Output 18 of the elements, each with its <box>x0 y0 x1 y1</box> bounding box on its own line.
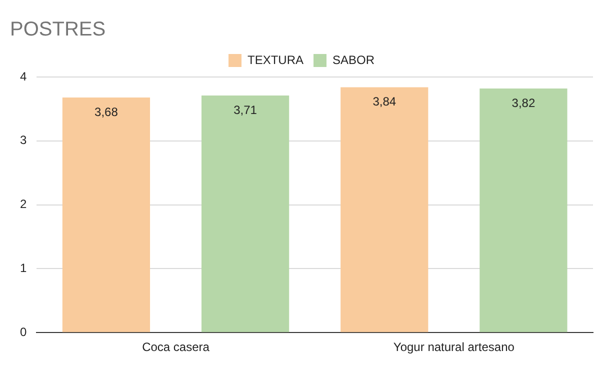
data-label: 3,82 <box>512 96 536 110</box>
data-label: 3,68 <box>94 104 118 119</box>
y-tick-label: 3 <box>20 133 27 148</box>
legend-label: TEXTURA <box>247 52 304 67</box>
data-label: 3,71 <box>234 102 258 117</box>
x-tick-label: Yogur natural artesano <box>393 340 515 354</box>
bar <box>62 97 150 332</box>
y-tick-label: 4 <box>20 69 27 84</box>
bar <box>480 88 568 332</box>
legend-label: SABOR <box>332 52 375 67</box>
bar <box>201 96 290 332</box>
y-tick-label: 1 <box>20 261 27 276</box>
bar <box>340 87 428 332</box>
y-tick-label: 2 <box>20 197 27 212</box>
x-tick-label: Coca casera <box>142 340 210 354</box>
y-tick-label: 0 <box>20 324 27 339</box>
data-label: 3,84 <box>372 94 396 109</box>
chart-title: POSTRES <box>10 18 106 41</box>
